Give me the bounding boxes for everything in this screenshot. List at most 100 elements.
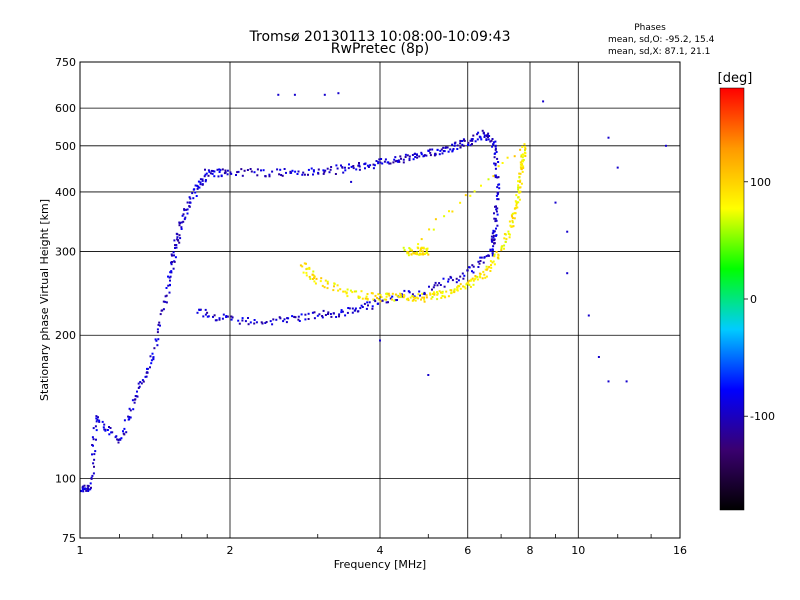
o-mode-point bbox=[428, 285, 430, 288]
x-mode-point bbox=[492, 260, 495, 263]
x-mode-point bbox=[314, 282, 317, 285]
o-mode-point bbox=[492, 141, 495, 144]
x-mode-point bbox=[459, 201, 462, 204]
o-mode-point bbox=[176, 233, 179, 236]
o-mode-point bbox=[434, 153, 437, 156]
x-mode-point bbox=[493, 253, 496, 256]
o-mode-point bbox=[127, 415, 130, 418]
o-mode-point bbox=[498, 187, 501, 190]
o-mode-point bbox=[95, 415, 98, 418]
o-mode-point bbox=[323, 171, 326, 174]
o-mode-point bbox=[495, 227, 497, 230]
o-mode-point bbox=[492, 236, 495, 239]
o-mode-point bbox=[300, 313, 303, 316]
o-mode-point bbox=[408, 157, 411, 160]
o-mode-point bbox=[330, 315, 333, 318]
x-mode-point bbox=[365, 295, 368, 298]
o-mode-point bbox=[455, 277, 458, 280]
o-mode-point bbox=[316, 314, 319, 317]
x-mode-point bbox=[474, 275, 477, 277]
x-mode-point bbox=[472, 279, 475, 282]
x-mode-point bbox=[508, 233, 511, 236]
x-mode-point bbox=[520, 155, 523, 158]
x-mode-point bbox=[385, 295, 388, 298]
o-mode-point bbox=[312, 170, 315, 173]
o-mode-point bbox=[175, 246, 178, 249]
x-mode-point bbox=[513, 207, 516, 210]
o-mode-point bbox=[321, 316, 324, 319]
x-mode-point bbox=[433, 293, 436, 296]
o-mode-point bbox=[472, 265, 475, 268]
o-mode-point bbox=[183, 218, 186, 221]
o-mode-point bbox=[495, 219, 498, 222]
x-mode-point bbox=[518, 186, 521, 189]
o-mode-point bbox=[169, 275, 172, 278]
o-mode-point bbox=[235, 174, 237, 176]
o-mode-point bbox=[493, 230, 496, 233]
o-mode-point bbox=[328, 171, 331, 174]
x-mode-point bbox=[312, 270, 315, 273]
o-mode-point bbox=[494, 174, 497, 177]
o-mode-point bbox=[204, 173, 207, 176]
o-mode-point bbox=[189, 201, 192, 204]
x-mode-point bbox=[425, 294, 428, 297]
x-mode-point bbox=[515, 202, 518, 205]
o-mode-point bbox=[178, 221, 181, 224]
o-mode-point bbox=[117, 441, 120, 444]
x-mode-point bbox=[407, 252, 410, 255]
o-mode-point bbox=[253, 319, 256, 321]
x-mode-point bbox=[520, 164, 523, 167]
o-mode-point bbox=[479, 260, 482, 262]
x-mode-point bbox=[519, 190, 522, 193]
x-mode-point bbox=[450, 291, 453, 294]
o-mode-point bbox=[109, 427, 112, 429]
o-mode-point bbox=[199, 181, 202, 184]
x-mode-point bbox=[438, 290, 441, 293]
x-mode-point bbox=[320, 277, 323, 280]
o-mode-point bbox=[237, 319, 240, 322]
o-mode-point bbox=[359, 307, 362, 310]
o-mode-point bbox=[495, 234, 497, 237]
o-mode-point bbox=[489, 140, 492, 143]
o-mode-point bbox=[416, 156, 419, 159]
o-mode-point bbox=[198, 186, 201, 189]
o-mode-point bbox=[411, 293, 414, 296]
o-mode-point bbox=[479, 256, 482, 259]
o-mode-point bbox=[364, 162, 366, 165]
x-mode-point bbox=[353, 290, 356, 293]
o-mode-point bbox=[123, 427, 126, 430]
y-tick-label: 200 bbox=[55, 329, 76, 342]
scattered-point bbox=[337, 92, 340, 95]
o-mode-point bbox=[471, 143, 473, 145]
o-mode-point bbox=[327, 313, 329, 315]
x-tick-label: 8 bbox=[527, 544, 534, 557]
o-mode-point bbox=[256, 174, 259, 177]
o-mode-point bbox=[150, 362, 153, 365]
scattered-point bbox=[542, 100, 545, 103]
o-mode-point bbox=[369, 164, 372, 167]
o-mode-point bbox=[238, 322, 241, 325]
o-mode-point bbox=[83, 484, 86, 487]
x-mode-point bbox=[517, 186, 520, 189]
x-mode-point bbox=[418, 250, 421, 253]
o-mode-point bbox=[408, 291, 411, 294]
x-mode-point bbox=[376, 297, 379, 299]
x-mode-point bbox=[451, 210, 454, 213]
o-mode-point bbox=[247, 317, 249, 319]
x-mode-point bbox=[484, 268, 487, 271]
x-mode-point bbox=[313, 277, 315, 280]
o-mode-point bbox=[442, 277, 445, 280]
o-mode-point bbox=[482, 261, 485, 264]
o-mode-point bbox=[459, 146, 462, 149]
o-mode-point bbox=[129, 416, 132, 419]
o-mode-point bbox=[434, 281, 437, 284]
o-mode-point bbox=[249, 168, 252, 170]
y-tick-label: 750 bbox=[55, 56, 76, 69]
o-mode-point bbox=[497, 176, 500, 179]
x-mode-point bbox=[393, 299, 396, 302]
o-mode-point bbox=[247, 323, 250, 326]
o-mode-point bbox=[404, 153, 407, 156]
o-mode-point bbox=[408, 155, 411, 158]
o-mode-point bbox=[492, 143, 495, 146]
o-mode-point bbox=[461, 272, 464, 275]
